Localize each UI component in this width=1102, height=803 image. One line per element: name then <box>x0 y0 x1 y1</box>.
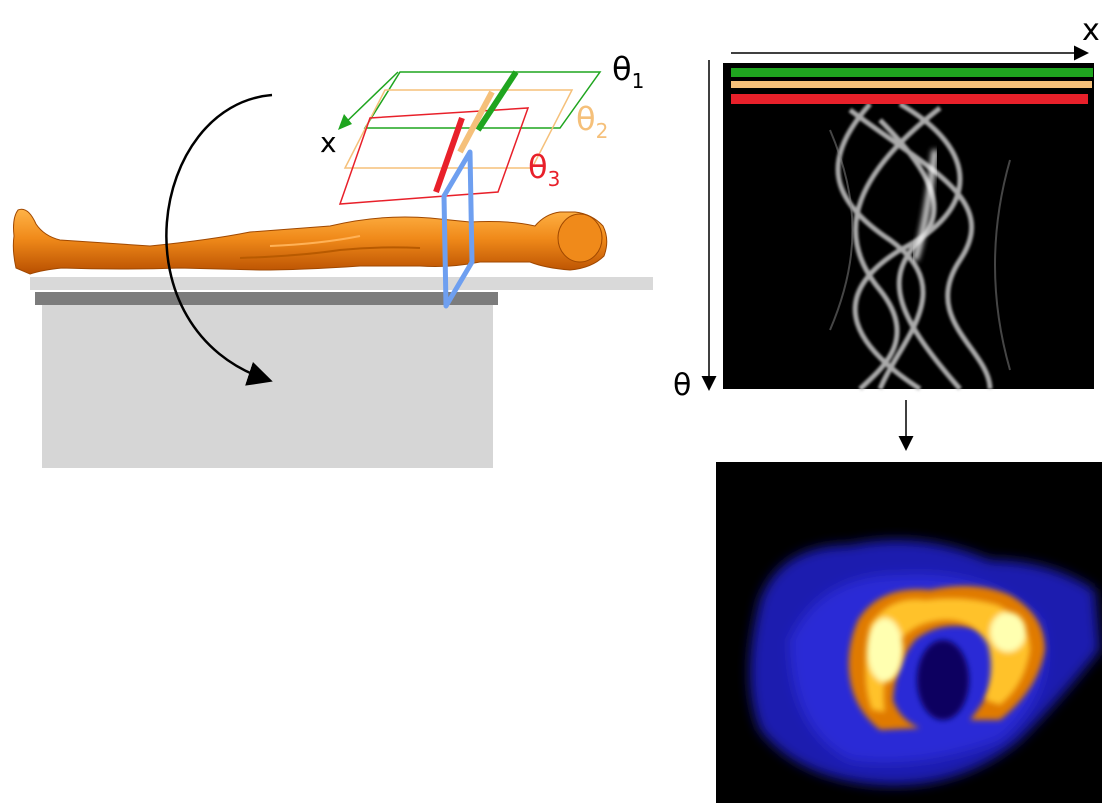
reconstruction-panel <box>716 462 1102 803</box>
patient-body <box>12 208 608 275</box>
theta3-projection-line <box>433 117 465 193</box>
sinogram-x-label: x <box>1082 13 1100 48</box>
theta2-projection-line <box>457 90 495 154</box>
slice-plane <box>441 149 475 309</box>
theta3-label: θ3 <box>528 148 560 191</box>
theta1-projection-line <box>475 70 519 132</box>
theta1-sinogram-row <box>731 68 1093 77</box>
theta3-sinogram-row <box>731 94 1088 104</box>
theta1-label: θ1 <box>612 50 644 93</box>
theta2-sinogram-row <box>731 81 1092 88</box>
sinogram-panel <box>723 63 1094 392</box>
left-axis-x-label: x <box>320 126 337 159</box>
ventricle-cavity <box>917 640 969 720</box>
curved-arrow-icon <box>165 93 273 386</box>
theta2-label: θ2 <box>576 100 608 143</box>
x-direction-arrow-icon <box>339 71 399 129</box>
table-rail <box>35 292 498 305</box>
sinogram-theta-label: θ <box>673 368 691 403</box>
table-top <box>30 277 653 290</box>
table-base <box>42 303 493 468</box>
